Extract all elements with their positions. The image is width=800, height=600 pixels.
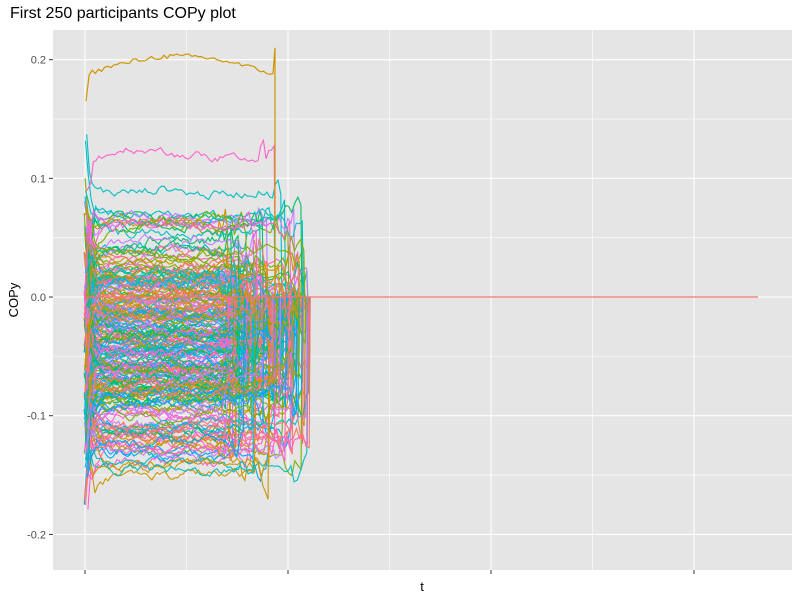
series-line xyxy=(87,296,293,405)
y-tick-label: 0.2 xyxy=(31,55,46,67)
series-line xyxy=(87,296,241,457)
series-line xyxy=(84,208,292,298)
series-line xyxy=(84,195,303,298)
x-axis xyxy=(84,570,695,574)
series-line xyxy=(87,251,262,366)
series-line xyxy=(87,296,281,429)
series-line xyxy=(84,268,234,360)
series-line xyxy=(85,191,276,298)
series-line xyxy=(83,296,300,432)
series-line xyxy=(86,266,277,305)
series-line xyxy=(86,266,231,337)
series-line xyxy=(86,273,299,333)
series-line xyxy=(83,208,229,298)
series-line xyxy=(83,296,291,400)
y-tick-label: 0.1 xyxy=(31,173,46,185)
series-line xyxy=(85,296,288,461)
series-line xyxy=(85,253,300,312)
series-line xyxy=(86,249,301,298)
y-tick-label: 0.0 xyxy=(31,292,46,304)
series-line xyxy=(86,296,246,377)
series-line xyxy=(86,207,252,298)
chart-title: First 250 participants COPy plot xyxy=(10,5,236,22)
series-line xyxy=(85,47,276,297)
series-line xyxy=(84,296,292,460)
series-line xyxy=(84,296,245,506)
series-lines xyxy=(83,47,758,510)
series-line xyxy=(85,296,273,345)
series-line xyxy=(86,296,274,415)
series-line xyxy=(87,294,255,331)
x-axis-title: t xyxy=(420,579,424,594)
series-line xyxy=(84,296,307,344)
series-line xyxy=(87,296,277,510)
series-line xyxy=(84,219,255,298)
series-line xyxy=(85,296,265,422)
series-line xyxy=(86,296,254,471)
series-line xyxy=(84,296,257,482)
series-line xyxy=(86,296,259,400)
series-line xyxy=(85,208,296,298)
series-line xyxy=(86,215,281,298)
series-line xyxy=(85,296,301,379)
series-line xyxy=(83,213,268,298)
series-line xyxy=(84,288,255,370)
series-line xyxy=(86,134,283,298)
series-line xyxy=(84,264,251,310)
series-line xyxy=(85,296,278,427)
series-line xyxy=(87,296,304,470)
series-line xyxy=(83,296,309,453)
series-line xyxy=(86,229,240,298)
series-line xyxy=(84,296,248,377)
series-line xyxy=(84,138,276,298)
series-line xyxy=(87,296,305,445)
series-line xyxy=(86,296,270,500)
series-line xyxy=(85,296,236,399)
y-tick-label: -0.1 xyxy=(27,411,46,423)
series-line xyxy=(86,296,298,453)
series-line xyxy=(84,268,280,345)
series-line xyxy=(83,296,238,505)
series-line xyxy=(85,296,287,462)
series-line xyxy=(86,296,282,454)
series-line xyxy=(84,290,252,376)
series-line xyxy=(85,296,234,481)
series-line xyxy=(84,296,255,478)
series-line xyxy=(87,296,275,396)
series-line xyxy=(83,295,272,346)
series-line xyxy=(86,296,270,483)
series-line xyxy=(86,296,260,354)
series-line xyxy=(83,296,309,483)
series-line xyxy=(85,296,264,371)
y-axis-title: COPy xyxy=(6,282,21,317)
y-tick-label: -0.2 xyxy=(27,529,46,541)
y-axis: -0.2 -0.1 0.0 0.1 0.2 xyxy=(27,55,53,541)
series-line xyxy=(86,296,245,478)
series-line xyxy=(85,296,230,395)
series-line xyxy=(84,206,306,298)
series-line xyxy=(87,253,238,298)
